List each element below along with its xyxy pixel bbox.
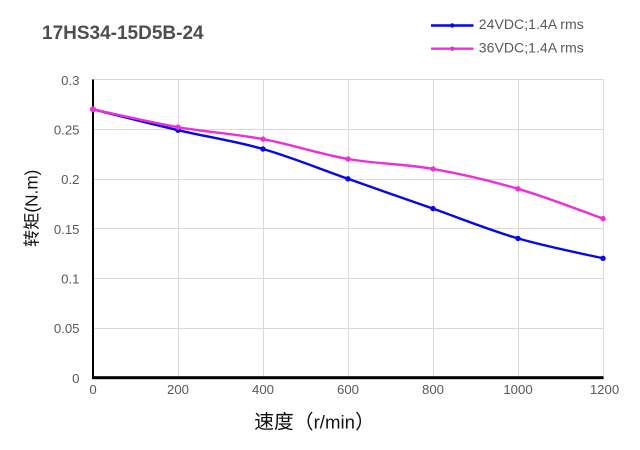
svg-text:400: 400 [252,382,274,397]
svg-text:200: 200 [167,382,189,397]
svg-text:r/min: r/min [314,412,355,433]
svg-text:(N.m): (N.m) [22,170,42,213]
svg-text:1000: 1000 [503,382,532,397]
svg-text:800: 800 [422,382,444,397]
svg-text:0: 0 [72,371,79,386]
svg-text:0.05: 0.05 [54,321,80,336]
svg-text:1200: 1200 [590,382,619,397]
svg-text:0: 0 [89,382,96,397]
svg-text:0.15: 0.15 [54,222,80,237]
svg-text:0.3: 0.3 [61,73,79,88]
svg-text:24VDC;1.4A rms: 24VDC;1.4A rms [479,16,584,32]
svg-text:0.1: 0.1 [61,272,79,287]
svg-text:600: 600 [337,382,359,397]
svg-text:36VDC;1.4A rms: 36VDC;1.4A rms [479,39,584,55]
svg-text:0.2: 0.2 [61,172,79,187]
svg-text:0.25: 0.25 [54,123,80,138]
svg-text:17HS34-15D5B-24: 17HS34-15D5B-24 [42,23,204,44]
